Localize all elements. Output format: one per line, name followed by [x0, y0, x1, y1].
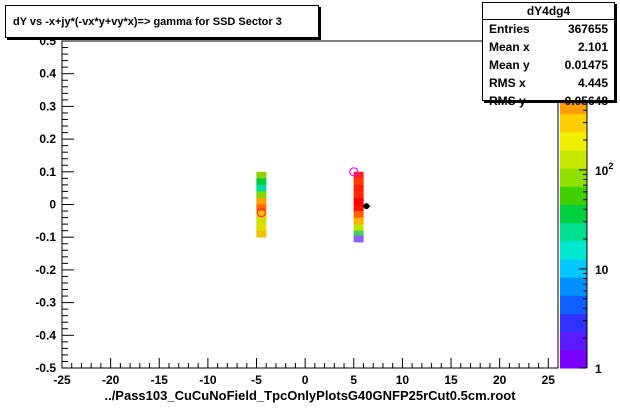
- x-tick-label: 15: [444, 373, 458, 387]
- heatmap-cell: [256, 224, 267, 231]
- x-tick-label: -10: [199, 373, 217, 387]
- stats-label: RMS y: [489, 94, 526, 108]
- palette-bin: [560, 222, 587, 242]
- palette-bin: [560, 150, 587, 169]
- plot-title: dY vs -x+jy*(-vx*y+vy*x)=> gamma for SSD…: [13, 16, 282, 28]
- x-tick-label: 25: [542, 373, 556, 387]
- plot-frame: [61, 40, 559, 369]
- y-tick-label: -0.4: [35, 328, 56, 342]
- heatmap-cell: [353, 235, 364, 243]
- palette-bin: [560, 277, 587, 296]
- stats-label: RMS x: [489, 76, 526, 90]
- palette-bin: [560, 131, 587, 151]
- x-tick-label: 10: [396, 373, 410, 387]
- profile-markers: [256, 167, 371, 218]
- y-tick-label: 0.1: [39, 165, 56, 179]
- x-tick-label: 20: [493, 373, 507, 387]
- palette-bin: [560, 240, 587, 260]
- stats-value: 367655: [567, 22, 608, 36]
- heatmap-cell: [256, 178, 267, 186]
- palette-bin: [560, 259, 587, 278]
- x-axis-title: ../Pass103_CuCuNoField_TpcOnlyPlotsG40GN…: [104, 388, 516, 403]
- y-tick-label: -0.5: [35, 361, 56, 375]
- x-tick-label: 5: [350, 373, 357, 387]
- palette-bin: [560, 186, 587, 205]
- palette-bin: [560, 204, 587, 224]
- color-axis-label-exponent: 2: [608, 161, 613, 171]
- palette-bin: [560, 313, 587, 333]
- stats-box: dY4dg4 Entries 367655 Mean x 2.101 Mean …: [482, 2, 615, 108]
- x-axis: -25 -20 -15 -10 -5 0 5 10 15 20 25: [53, 358, 559, 387]
- stats-histogram-name: dY4dg4: [483, 3, 614, 20]
- y-tick-label: 0.4: [39, 67, 56, 81]
- color-palette: [560, 41, 587, 369]
- heatmap-cell: [353, 197, 364, 205]
- heatmap-bands: [256, 171, 364, 243]
- heatmap-cell: [353, 178, 364, 186]
- heatmap-cell: [353, 171, 364, 179]
- title-box: dY vs -x+jy*(-vx*y+vy*x)=> gamma for SSD…: [5, 5, 319, 38]
- heatmap-cell: [256, 184, 267, 192]
- stats-value: 4.445: [577, 76, 608, 90]
- heatmap-cell: [353, 230, 364, 238]
- y-tick-label: 0.2: [39, 132, 56, 146]
- heatmap-cell: [256, 197, 267, 205]
- palette-bin: [560, 349, 587, 369]
- heatmap-cell: [353, 191, 364, 199]
- palette-bin: [560, 168, 587, 187]
- stats-label: Mean y: [489, 58, 530, 72]
- stats-value: 0.05648: [564, 94, 608, 108]
- x-tick-label: 0: [302, 373, 309, 387]
- y-axis: -0.5-0.4-0.3-0.2-0.100.10.20.30.40.5: [35, 34, 74, 375]
- palette-bin: [560, 331, 587, 351]
- heatmap-cell: [256, 171, 267, 179]
- heatmap-cell: [256, 204, 267, 212]
- heatmap-cell: [353, 217, 364, 225]
- stats-row-mean-x: Mean x 2.101: [483, 38, 614, 56]
- heatmap-cell: [256, 191, 267, 199]
- y-tick-label: -0.1: [35, 230, 56, 244]
- stats-label: Mean x: [489, 40, 530, 54]
- heatmap-cell: [256, 211, 267, 218]
- stats-row-rms-y: RMS y 0.05648: [483, 92, 614, 110]
- y-tick-label: 0.3: [39, 99, 56, 113]
- stats-row-rms-x: RMS x 4.445: [483, 74, 614, 92]
- profile-marker: [256, 208, 266, 218]
- stats-row-mean-y: Mean y 0.01475: [483, 56, 614, 74]
- heatmap-cell: [353, 224, 364, 231]
- color-axis-label: 10: [595, 263, 609, 277]
- x-tick-label: -25: [53, 373, 71, 387]
- profile-marker: [349, 167, 359, 177]
- heatmap-cell: [256, 230, 267, 238]
- stats-row-entries: Entries 367655: [483, 20, 614, 38]
- heatmap-cell: [256, 217, 267, 225]
- palette-bin: [560, 295, 587, 314]
- y-tick-label: 0: [49, 198, 56, 212]
- heatmap-cell: [353, 204, 364, 212]
- color-axis-label: 102: [595, 161, 613, 178]
- stats-label: Entries: [489, 22, 530, 36]
- x-tick-label: -15: [151, 373, 169, 387]
- stats-value: 2.101: [577, 40, 608, 54]
- x-tick-label: -5: [251, 373, 262, 387]
- heatmap-cell: [353, 211, 364, 218]
- x-tick-label: -20: [102, 373, 120, 387]
- palette-bin: [560, 113, 587, 133]
- color-axis-label: 1: [595, 362, 602, 376]
- stats-value: 0.01475: [564, 58, 608, 72]
- y-tick-label: -0.2: [35, 263, 56, 277]
- heatmap-cell: [353, 184, 364, 192]
- y-tick-label: -0.3: [35, 296, 56, 310]
